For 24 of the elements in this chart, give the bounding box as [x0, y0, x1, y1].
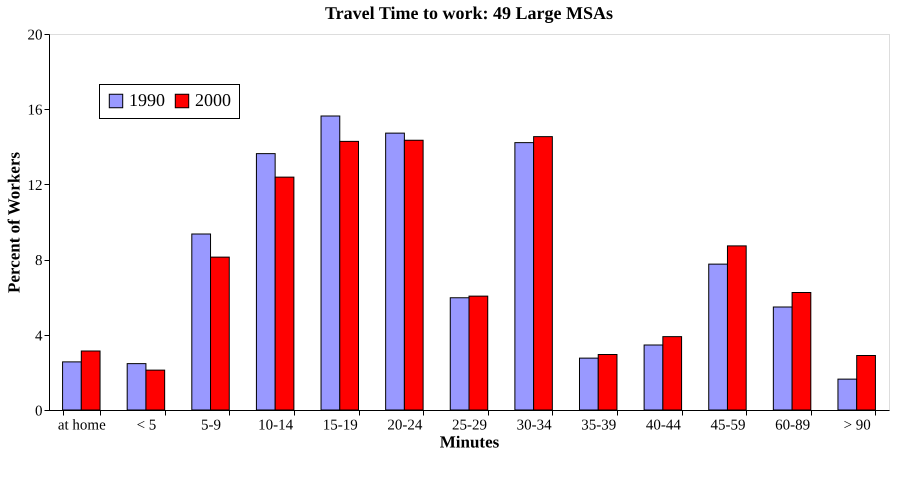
x-tick-label: 15-19 [322, 418, 358, 434]
x-tick-label: at home [58, 418, 106, 434]
y-axis-title: Percent of Workers [4, 152, 24, 293]
y-tick-label: 8 [35, 253, 42, 270]
x-tick-label: 30-34 [516, 418, 552, 434]
x-tick-label: 20-24 [387, 418, 423, 434]
x-tick-label: < 5 [136, 418, 156, 434]
y-tick-label: 0 [35, 404, 42, 420]
x-tick-label: > 90 [844, 418, 871, 434]
x-axis-title: Minutes [440, 432, 500, 452]
x-tick-label: 35-39 [581, 418, 616, 434]
chart-title: Travel Time to work: 49 Large MSAs [325, 3, 613, 23]
legend-label: 1990 [129, 90, 165, 110]
y-tick-label: 20 [28, 28, 42, 44]
x-tick-label: 10-14 [258, 418, 294, 434]
x-tick-label: 40-44 [646, 418, 682, 434]
x-tick-label: 25-29 [452, 418, 487, 434]
x-tick-label: 60-89 [775, 418, 810, 434]
x-tick-label: 45-59 [710, 418, 746, 434]
y-tick-label: 16 [28, 102, 43, 119]
y-tick-label: 4 [35, 328, 43, 344]
x-tick-label: 5-9 [201, 418, 222, 434]
y-tick-label: 12 [28, 178, 42, 194]
legend-label: 2000 [195, 90, 231, 110]
